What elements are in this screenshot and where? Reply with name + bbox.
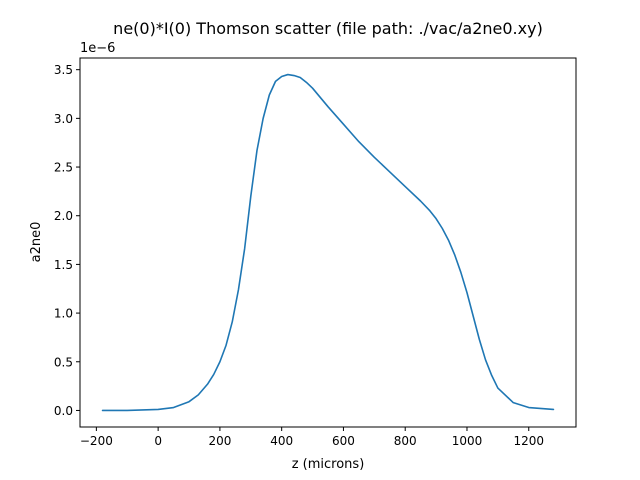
y-axis-label: a2ne0	[29, 222, 44, 263]
y-tick-label: 2.5	[54, 161, 73, 175]
x-tick-label: 600	[332, 434, 355, 448]
y-tick-label: 3.5	[54, 63, 73, 77]
x-tick-label: 200	[208, 434, 231, 448]
y-tick-label: 2.0	[54, 209, 73, 223]
x-tick-label: 800	[394, 434, 417, 448]
x-tick-label: 1000	[452, 434, 483, 448]
axes-group	[79, 57, 577, 428]
x-axis-label: z (microns)	[292, 457, 365, 472]
y-tick-label: 1.0	[54, 307, 73, 321]
x-tick-label: −200	[80, 434, 113, 448]
y-tick-label: 1.5	[54, 258, 73, 272]
x-tick-label: 0	[154, 434, 162, 448]
y-tick-label: 0.0	[54, 404, 73, 418]
axes-frame	[79, 57, 577, 428]
chart-title: ne(0)*I(0) Thomson scatter (file path: .…	[113, 19, 543, 38]
plot-area	[101, 73, 555, 412]
series-line	[101, 73, 555, 412]
x-tick-label: 1200	[513, 434, 544, 448]
y-tick-label: 0.5	[54, 355, 73, 369]
x-axis-ticks: −200 0 200 400 600 800 1000 1200	[80, 427, 544, 448]
y-axis-ticks: 0.0 0.5 1.0 1.5 2.0 2.5 3.0 3.5	[54, 63, 80, 418]
y-offset-label: 1e−6	[80, 41, 115, 56]
y-tick-label: 3.0	[54, 112, 73, 126]
x-tick-label: 400	[270, 434, 293, 448]
